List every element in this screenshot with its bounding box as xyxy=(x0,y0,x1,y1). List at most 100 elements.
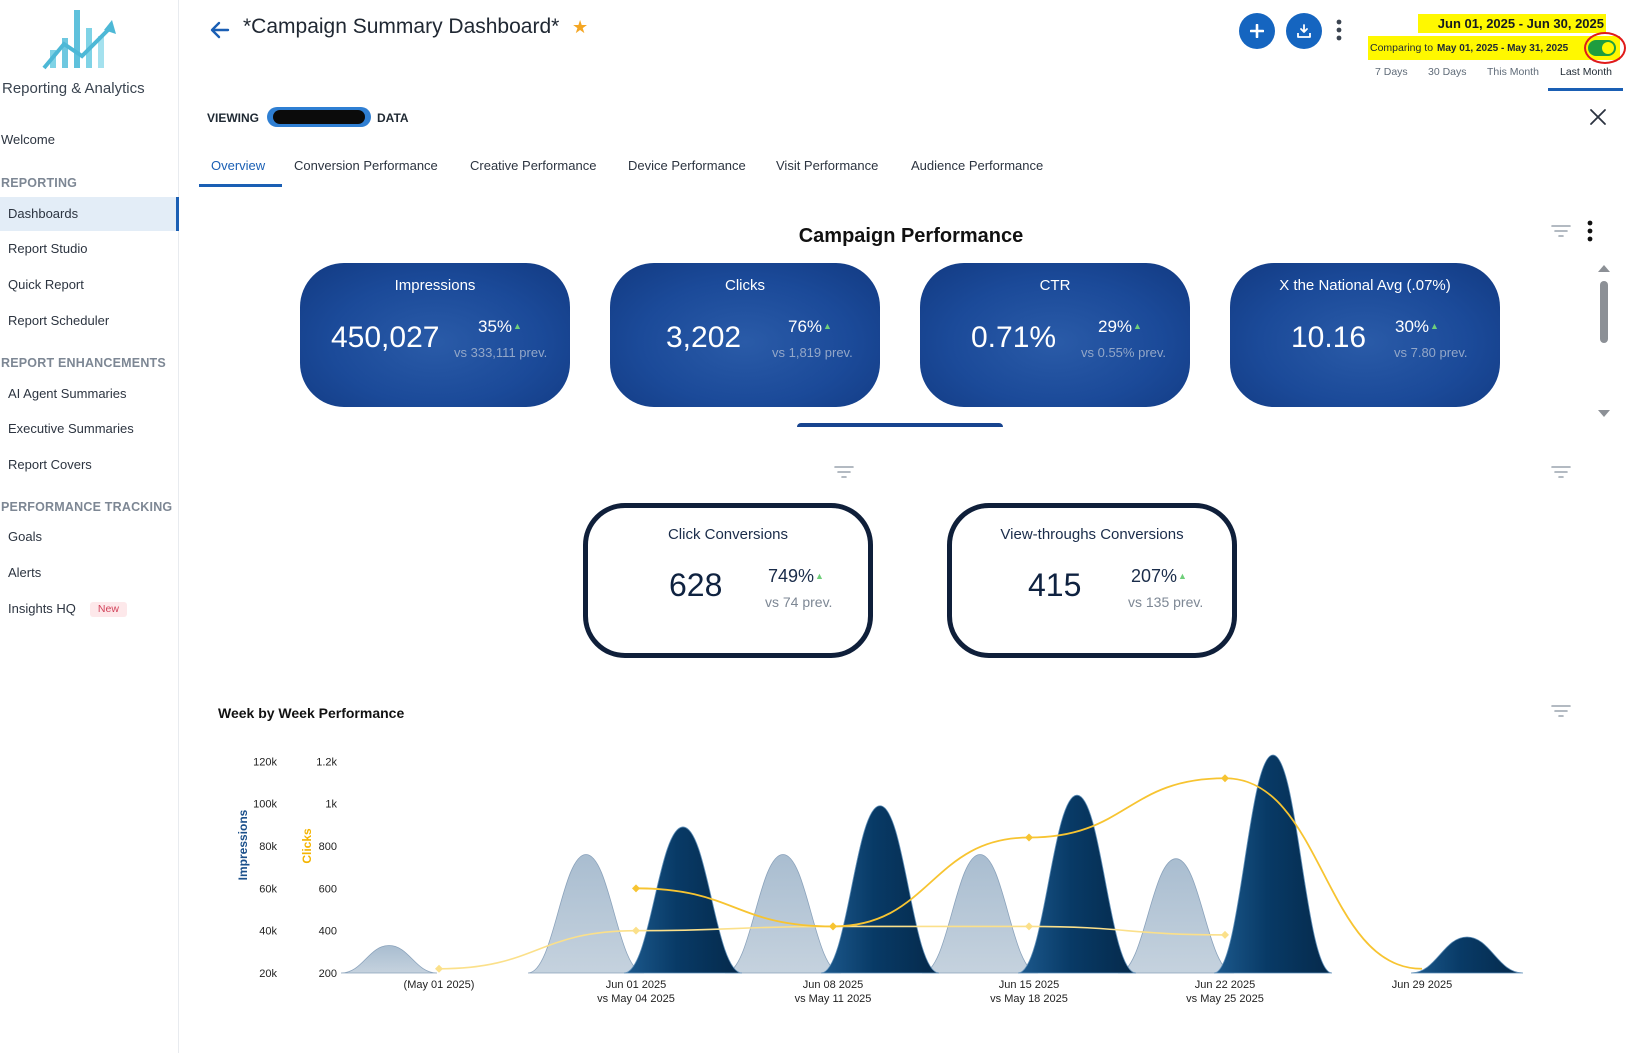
sidebar-item-label: Quick Report xyxy=(8,277,84,292)
sidebar-item-label: Report Studio xyxy=(8,241,88,256)
widget-more-options-icon[interactable] xyxy=(1583,219,1597,245)
y-left-axis-title: Impressions xyxy=(236,809,250,880)
sidebar-item-welcome[interactable]: Welcome xyxy=(0,123,179,157)
sidebar-item-report-scheduler[interactable]: Report Scheduler xyxy=(0,304,179,338)
tab-device-performance[interactable]: Device Performance xyxy=(628,158,746,173)
sidebar: Reporting & Analytics Welcome REPORTING Da… xyxy=(0,0,179,1053)
filter-icon[interactable] xyxy=(1551,704,1571,718)
sidebar-item-label: Report Covers xyxy=(8,457,92,472)
impressions-previous-area xyxy=(340,945,438,974)
tab-creative-performance[interactable]: Creative Performance xyxy=(470,158,597,173)
range-tab-7-days[interactable]: 7 Days xyxy=(1375,66,1408,78)
y-right-tick-label: 1k xyxy=(325,799,337,811)
kpi-value: 450,027 xyxy=(331,321,440,354)
y-right-tick-label: 800 xyxy=(319,841,337,853)
sidebar-item-dashboards[interactable]: Dashboards xyxy=(0,197,179,231)
trend-up-icon: ▲ xyxy=(815,571,824,581)
trend-up-icon: ▲ xyxy=(513,321,522,331)
data-label: DATA xyxy=(377,111,409,125)
range-tab-indicator xyxy=(1548,88,1623,91)
impressions-current-area xyxy=(1213,754,1333,974)
tab-audience-performance[interactable]: Audience Performance xyxy=(911,158,1044,173)
y-left-tick-label: 100k xyxy=(253,799,277,811)
kpi-change-value: 35% xyxy=(478,317,513,336)
conversion-change: 749%▲ xyxy=(768,566,824,587)
sidebar-item-insights-hq[interactable]: Insights HQ New xyxy=(0,592,179,626)
kpi-value: 3,202 xyxy=(666,321,742,354)
x-tick-label: (May 01 2025) xyxy=(404,979,475,991)
kpi-card-national-avg: X the National Avg (.07%) 10.16 30%▲ vs … xyxy=(1230,263,1500,407)
add-button[interactable] xyxy=(1239,13,1275,49)
sidebar-item-label: Dashboards xyxy=(8,206,79,221)
trend-up-icon: ▲ xyxy=(823,321,832,331)
range-tab-last-month[interactable]: Last Month xyxy=(1560,66,1612,78)
filter-icon[interactable] xyxy=(834,465,854,479)
sidebar-item-ai-agent-summaries[interactable]: AI Agent Summaries xyxy=(0,377,179,411)
page-title: *Campaign Summary Dashboard* xyxy=(243,15,560,38)
x-tick-label: Jun 15 2025 xyxy=(999,979,1060,991)
date-range-label[interactable]: Jun 01, 2025 - Jun 30, 2025 xyxy=(1417,14,1606,33)
widget-scrollbar[interactable] xyxy=(1597,263,1611,419)
sidebar-item-report-studio[interactable]: Report Studio xyxy=(0,232,179,266)
y-right-tick-label: 200 xyxy=(319,968,337,980)
trend-up-icon: ▲ xyxy=(1178,571,1187,581)
kpi-card-ctr: CTR 0.71% 29%▲ vs 0.55% prev. xyxy=(920,263,1190,407)
scroll-down-arrow-icon[interactable] xyxy=(1597,409,1611,419)
date-range-picker[interactable]: Jun 01, 2025 - Jun 30, 2025 Comparing to… xyxy=(1368,10,1626,64)
clicks-current-point xyxy=(829,922,837,931)
x-tick-label: Jun 29 2025 xyxy=(1392,979,1453,991)
sidebar-item-quick-report[interactable]: Quick Report xyxy=(0,268,179,302)
chart-title: Week by Week Performance xyxy=(218,705,405,721)
back-arrow-icon[interactable] xyxy=(208,18,232,42)
conversion-value: 415 xyxy=(1028,567,1082,603)
y-right-tick-label: 400 xyxy=(319,926,337,938)
redaction-mark xyxy=(273,110,365,124)
viewing-account-pill[interactable] xyxy=(267,107,371,127)
download-icon xyxy=(1297,24,1311,38)
more-options-icon[interactable] xyxy=(1330,16,1348,44)
sidebar-item-executive-summaries[interactable]: Executive Summaries xyxy=(0,412,179,446)
kpi-card-clicks: Clicks 3,202 76%▲ vs 1,819 prev. xyxy=(610,263,880,407)
sidebar-item-label: AI Agent Summaries xyxy=(8,386,127,401)
scroll-up-arrow-icon[interactable] xyxy=(1597,263,1611,273)
kpi-card-impressions: Impressions 450,027 35%▲ vs 333,111 prev… xyxy=(300,263,570,407)
nav-section-performance-tracking: PERFORMANCE TRACKING xyxy=(1,500,173,514)
campaign-performance-title: Campaign Performance xyxy=(798,225,1024,247)
sidebar-item-label: Welcome xyxy=(1,132,55,147)
sidebar-item-label: Executive Summaries xyxy=(8,421,134,436)
sidebar-item-label: Alerts xyxy=(8,565,42,580)
conversion-title: View-throughs Conversions xyxy=(1000,526,1184,543)
tab-overview[interactable]: Overview xyxy=(211,158,266,173)
tab-visit-performance[interactable]: Visit Performance xyxy=(776,158,879,173)
view-through-conversions-card: View-throughs Conversions 415 207%▲ vs 1… xyxy=(947,503,1237,658)
tab-conversion-performance[interactable]: Conversion Performance xyxy=(294,158,438,173)
sidebar-item-label: Insights HQ xyxy=(8,601,76,616)
x-tick-label: Jun 22 2025 xyxy=(1195,979,1256,991)
filter-icon[interactable] xyxy=(1551,465,1571,479)
y-right-axis-title: Clicks xyxy=(300,828,314,864)
favorite-star-icon[interactable]: ★ xyxy=(572,17,589,37)
scrollbar-thumb[interactable] xyxy=(1600,281,1608,343)
close-icon[interactable] xyxy=(1588,107,1608,127)
sidebar-item-goals[interactable]: Goals xyxy=(0,520,179,554)
new-badge: New xyxy=(89,602,127,618)
nav-section-reporting: REPORTING xyxy=(1,176,78,190)
kpi-previous: vs 7.80 prev. xyxy=(1394,345,1468,360)
compare-range: Comparing to May 01, 2025 - May 31, 2025 xyxy=(1368,32,1626,64)
click-conversions-card: Click Conversions 628 749%▲ vs 74 prev. xyxy=(583,503,873,658)
range-tab-this-month[interactable]: This Month xyxy=(1487,66,1539,78)
clicks-previous-point xyxy=(632,926,640,935)
compare-label: Comparing to xyxy=(1370,42,1434,54)
sidebar-item-label: Report Scheduler xyxy=(8,313,110,328)
sidebar-item-alerts[interactable]: Alerts xyxy=(0,556,179,590)
download-button[interactable] xyxy=(1286,13,1322,49)
conversion-title: Click Conversions xyxy=(667,526,789,543)
sidebar-item-report-covers[interactable]: Report Covers xyxy=(0,448,179,482)
x-tick-label: Jun 08 2025 xyxy=(803,979,864,991)
conversion-previous: vs 135 prev. xyxy=(1128,594,1204,610)
impressions-previous-area xyxy=(527,854,645,974)
range-tab-30-days[interactable]: 30 Days xyxy=(1428,66,1467,78)
kpi-change: 35%▲ xyxy=(478,317,522,337)
impressions-previous-area xyxy=(921,854,1039,974)
filter-icon[interactable] xyxy=(1551,224,1571,238)
